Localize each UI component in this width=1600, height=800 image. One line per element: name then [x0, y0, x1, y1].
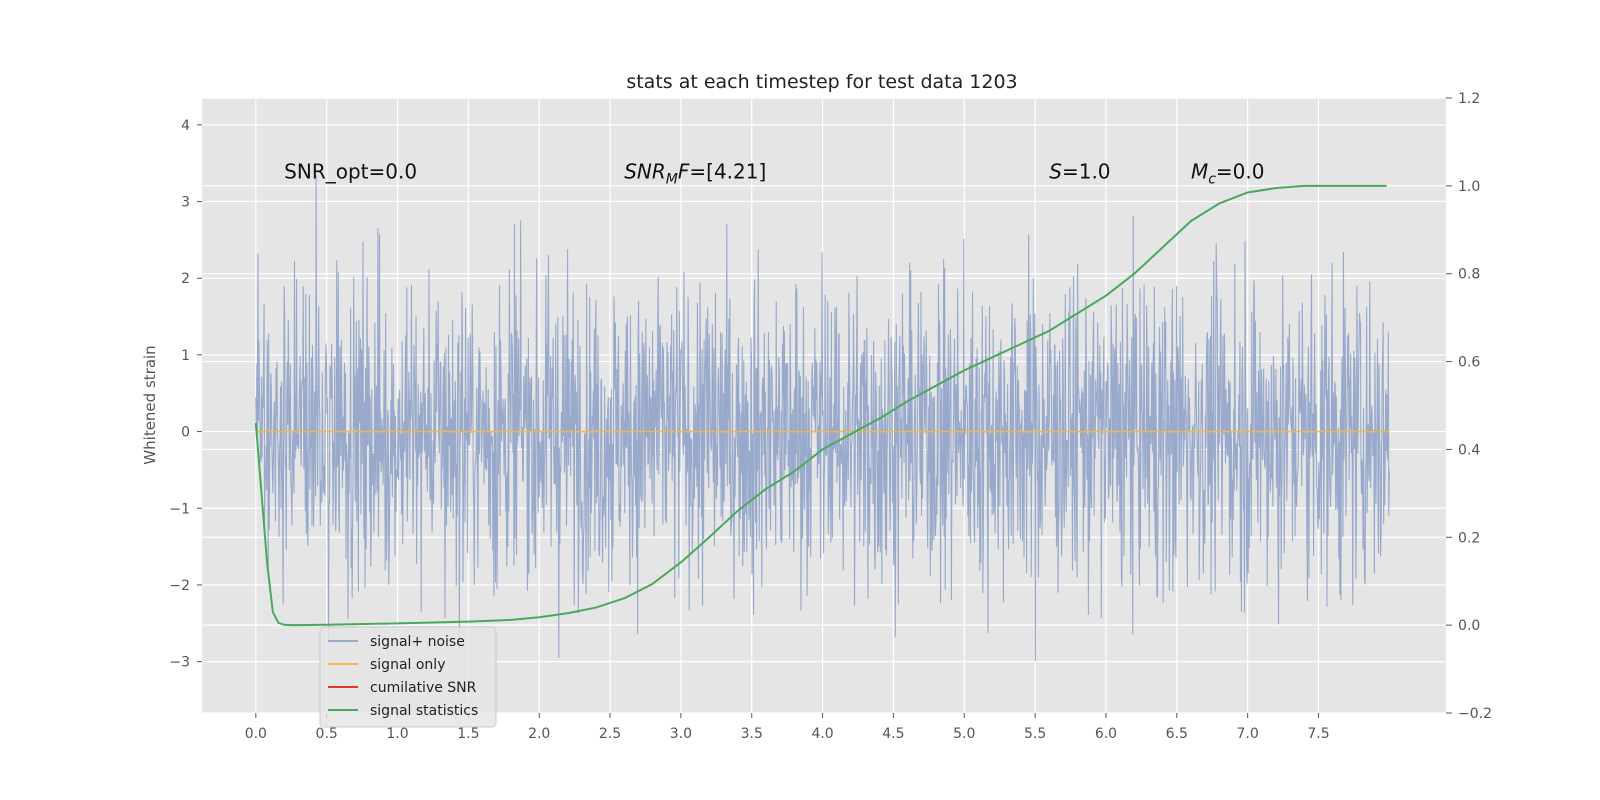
x-tick-label: 4.5	[882, 726, 904, 742]
y2-tick-label: 0.4	[1458, 442, 1480, 458]
annotation-m-c-0-0: Mc=0.0	[1191, 160, 1265, 188]
signal-plus-noise-line	[255, 175, 1390, 662]
legend-label-signal-only: signal only	[370, 657, 445, 673]
annotation-s-1-0: S=1.0	[1049, 160, 1110, 184]
y2-tick-label: 1.2	[1458, 91, 1480, 107]
y-tick-label: 0	[181, 425, 190, 441]
y2-tick-label: 1.0	[1458, 179, 1480, 195]
legend-label-signal-statistics: signal statistics	[370, 703, 478, 719]
x-tick-label: 0.5	[316, 726, 338, 742]
x-tick-label: 3.0	[670, 726, 692, 742]
chart-title: stats at each timestep for test data 120…	[626, 71, 1017, 93]
series-signal-statistics	[254, 184, 1387, 627]
annotation-snr-mf-4-21: SNRMF=[4.21]	[624, 160, 766, 188]
y-tick-label: −2	[169, 578, 190, 594]
axes: 0.0 0.5 1.0 1.5 2.0 2.5 3.0 3.5 4.0 4.5 5.0 5.5 6.0 6…	[169, 91, 1492, 742]
annotation-snr-opt-0-0: SNR_opt=0.0	[284, 160, 417, 184]
annotations: SNR_opt=0.0 SNRMF=[4.21] S=1.0 Mc=0.0	[284, 160, 1264, 188]
legend-box	[319, 626, 497, 728]
y2-tick-label: −0.2	[1458, 706, 1492, 722]
x-tick-label: 0.0	[245, 726, 267, 742]
x-tick-label: 6.0	[1095, 726, 1117, 742]
y-axis-label: Whitened strain	[141, 345, 159, 464]
x-tick-label: 4.0	[811, 726, 833, 742]
y-tick-label: −3	[169, 655, 190, 671]
x-tick-label: 1.0	[386, 726, 408, 742]
y-tick-label: 2	[181, 271, 190, 287]
x-tick-label: 6.5	[1166, 726, 1188, 742]
y-tick-label: 3	[181, 195, 190, 211]
x-tick-label: 3.5	[741, 726, 763, 742]
y-tick-label: 4	[181, 118, 190, 134]
y-tick-label: −1	[169, 501, 190, 517]
x-tick-label: 7.5	[1307, 726, 1329, 742]
y-tick-label: 1	[181, 348, 190, 364]
signal-statistics-line	[254, 184, 1387, 627]
y2-tick-label: 0.8	[1458, 267, 1480, 283]
x-tick-label: 2.5	[599, 726, 621, 742]
x-tick-label: 1.5	[457, 726, 479, 742]
legend-label-cumilative-snr: cumilative SNR	[370, 680, 477, 696]
x-tick-label: 7.0	[1237, 726, 1259, 742]
legend: signal+ noise signal only cumilative SNR si…	[319, 626, 497, 728]
y2-tick-label: 0.2	[1458, 530, 1480, 546]
x-tick-label: 5.5	[1024, 726, 1046, 742]
x-tick-label: 5.0	[953, 726, 975, 742]
y2-tick-label: 0.0	[1458, 618, 1480, 634]
legend-label-signal-noise: signal+ noise	[370, 634, 465, 650]
series-signal-plus-noise	[255, 175, 1390, 662]
x-tick-label: 2.0	[528, 726, 550, 742]
y2-tick-label: 0.6	[1458, 355, 1480, 371]
